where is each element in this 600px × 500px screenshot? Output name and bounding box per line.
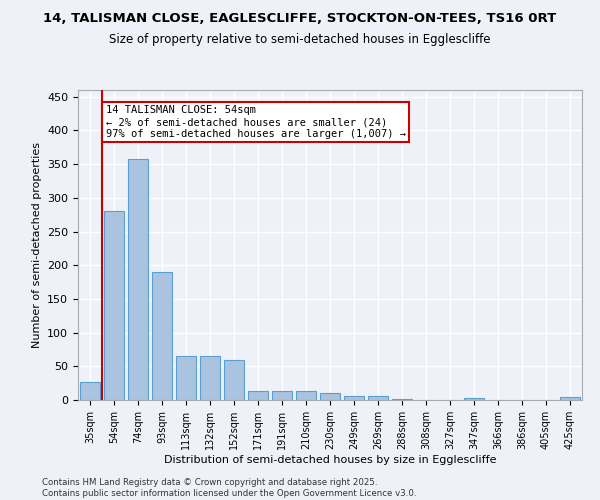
Bar	[200, 356, 220, 400]
Bar	[104, 212, 124, 400]
Bar	[464, 398, 484, 400]
Bar	[320, 394, 340, 400]
Bar	[152, 272, 172, 400]
Bar	[368, 396, 388, 400]
Bar	[272, 390, 292, 400]
Text: Size of property relative to semi-detached houses in Egglescliffe: Size of property relative to semi-detach…	[109, 32, 491, 46]
Bar	[128, 160, 148, 400]
Bar	[80, 382, 100, 400]
Bar	[248, 390, 268, 400]
Bar	[296, 390, 316, 400]
Bar	[224, 360, 244, 400]
Bar	[176, 356, 196, 400]
Bar	[344, 396, 364, 400]
Text: 14, TALISMAN CLOSE, EAGLESCLIFFE, STOCKTON-ON-TEES, TS16 0RT: 14, TALISMAN CLOSE, EAGLESCLIFFE, STOCKT…	[43, 12, 557, 26]
Text: 14 TALISMAN CLOSE: 54sqm
← 2% of semi-detached houses are smaller (24)
97% of se: 14 TALISMAN CLOSE: 54sqm ← 2% of semi-de…	[106, 106, 406, 138]
Bar	[560, 398, 580, 400]
X-axis label: Distribution of semi-detached houses by size in Egglescliffe: Distribution of semi-detached houses by …	[164, 454, 496, 464]
Text: Contains HM Land Registry data © Crown copyright and database right 2025.
Contai: Contains HM Land Registry data © Crown c…	[42, 478, 416, 498]
Y-axis label: Number of semi-detached properties: Number of semi-detached properties	[32, 142, 41, 348]
